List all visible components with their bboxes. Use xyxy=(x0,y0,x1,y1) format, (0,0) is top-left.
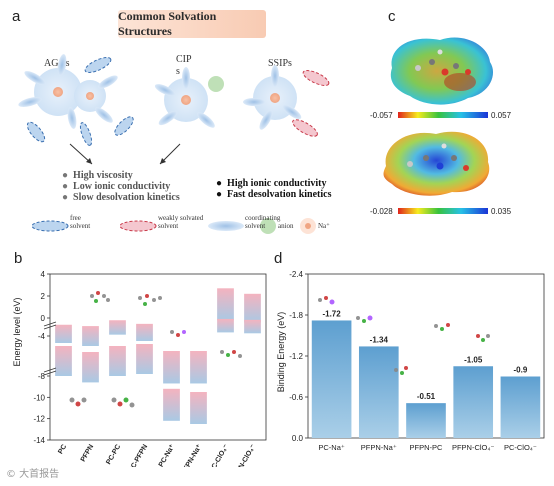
cips-cluster xyxy=(154,67,224,128)
energy-ytick-label: -14 xyxy=(33,436,45,445)
binding-data-label: -1.05 xyxy=(464,355,483,364)
esp-scale1-max: 0.057 xyxy=(491,111,512,120)
solvation-legend-shapes xyxy=(31,218,316,234)
esp-scale2-min: -0.028 xyxy=(370,207,393,216)
group-label-ssips: SSIPs xyxy=(268,58,292,69)
group-label-cips: CIP s xyxy=(176,54,192,77)
esp-scale2-max: 0.035 xyxy=(491,207,512,216)
energy-ytick-label: -12 xyxy=(33,415,45,424)
energy-ytick-label: 2 xyxy=(41,292,46,301)
watermark: © 大首报告 xyxy=(6,469,60,480)
binding-bar xyxy=(406,403,446,438)
homo-bar xyxy=(136,344,153,374)
lumo-bar xyxy=(82,326,99,346)
molecule-thumbnails-d xyxy=(318,296,490,375)
energy-ytick-label: 4 xyxy=(41,270,46,279)
axis-break-mark xyxy=(43,367,57,373)
energy-category-label: PC-PFPN xyxy=(128,444,149,468)
lumo-bar xyxy=(217,288,234,321)
bullet-high-ionic-conductivity: High ionic conductivity xyxy=(227,178,327,189)
binding-data-label: -1.34 xyxy=(370,335,389,344)
panel-letter-d: d xyxy=(274,250,283,267)
energy-ytick-label: -10 xyxy=(33,393,45,402)
binding-bar xyxy=(500,376,541,438)
binding-category-label: PC-ClO₄⁻ xyxy=(504,443,537,452)
energy-category-label: PC-ClO₄⁻ xyxy=(208,443,230,467)
energy-level-chart: Energy level (eV) 4 2 0 -4 -8 -10 -12 -14 PC PFP… xyxy=(12,270,267,468)
energy-category-label: PC-PC xyxy=(105,444,122,466)
molecule-thumbnails-b xyxy=(69,291,242,408)
binding-ylabel: Binding Energy (eV) xyxy=(276,312,286,393)
binding-bar xyxy=(358,346,399,438)
energy-ytick-label: -4 xyxy=(38,332,46,341)
binding-ytick-label: -1.8 xyxy=(289,311,303,320)
panel-letter-a: a xyxy=(12,8,21,25)
panel-letter-c: c xyxy=(388,8,396,25)
binding-ytick-label: 0.0 xyxy=(292,434,304,443)
energy-category-label: PC xyxy=(57,444,68,456)
bullets-left: ● High viscosity ● Low ionic conductivit… xyxy=(62,170,180,203)
binding-category-label: PFPN-ClO₄⁻ xyxy=(452,443,494,452)
esp-scale1-min: -0.057 xyxy=(370,111,393,120)
lumo-bar xyxy=(163,351,180,384)
binding-ytick-label: -1.2 xyxy=(289,352,303,361)
bullet-slow-desolvation: Slow desolvation kinetics xyxy=(73,192,180,203)
axis-break-mark xyxy=(43,321,57,327)
energy-category-label: PFPN-ClO₄⁻ xyxy=(231,443,257,467)
bullet-fast-desolvation: Fast desolvation kinetics xyxy=(227,189,332,200)
bullets-right: ● High ionic conductivity ● Fast desolva… xyxy=(216,178,332,200)
legend-coordinating: coordinating solvent xyxy=(245,214,281,230)
bullet-low-ionic-conductivity: Low ionic conductivity xyxy=(73,181,171,192)
legend-free-solvent: free solvent xyxy=(70,214,91,230)
energy-plot-frame xyxy=(49,273,267,441)
legend-na: Na⁺ xyxy=(318,222,330,230)
legend-anion: anion xyxy=(278,222,294,230)
energy-ylabel: Energy level (eV) xyxy=(12,297,22,366)
binding-bar xyxy=(311,320,352,438)
esp-maps xyxy=(383,37,494,214)
axis-break-mark xyxy=(43,324,57,330)
energy-category-label: PFPN xyxy=(80,444,95,464)
binding-data-label: -1.72 xyxy=(322,309,341,318)
binding-category-label: PC-Na⁺ xyxy=(318,443,345,452)
legend-weakly-solvated: weakly solvated solvent xyxy=(158,214,204,230)
binding-data-label: -0.9 xyxy=(514,366,528,375)
homo-bar xyxy=(82,352,99,383)
energy-category-label: PC-Na⁺ xyxy=(158,443,177,467)
lumo-bar xyxy=(136,323,153,341)
energy-ytick-label: -8 xyxy=(38,372,46,381)
aggs-cluster xyxy=(18,54,134,146)
lumo-bar xyxy=(109,320,126,335)
binding-data-label: -0.51 xyxy=(417,392,436,401)
homo-bar xyxy=(163,388,180,421)
binding-energy-chart: Binding Energy (eV) -2.4-1.8-1.2-0.60.0 … xyxy=(276,270,545,452)
group-label-aggs: AGGs xyxy=(44,58,70,69)
ssips-cluster xyxy=(243,65,330,137)
lumo-bar xyxy=(55,324,72,343)
axis-break-mark xyxy=(43,370,57,376)
binding-category-label: PFPN-PC xyxy=(410,443,444,452)
homo-bar xyxy=(190,392,207,424)
energy-ytick-label: 0 xyxy=(41,314,46,323)
lumo-bar xyxy=(190,351,207,384)
homo-bar xyxy=(244,319,261,334)
homo-bar xyxy=(109,346,126,376)
energy-category-label: PFPN-Na⁺ xyxy=(180,443,203,467)
panel-letter-b: b xyxy=(14,250,23,267)
homo-bar xyxy=(217,318,234,333)
solvation-structures-diagram xyxy=(18,54,330,165)
bullet-high-viscosity: High viscosity xyxy=(73,170,133,181)
binding-ytick-label: -0.6 xyxy=(289,393,303,402)
homo-bar xyxy=(55,346,72,376)
binding-category-label: PFPN-Na⁺ xyxy=(361,443,397,452)
lumo-bar xyxy=(244,293,261,323)
binding-ytick-label: -2.4 xyxy=(289,270,303,279)
solvation-title: Common Solvation Structures xyxy=(118,9,266,38)
binding-bar xyxy=(453,366,494,438)
